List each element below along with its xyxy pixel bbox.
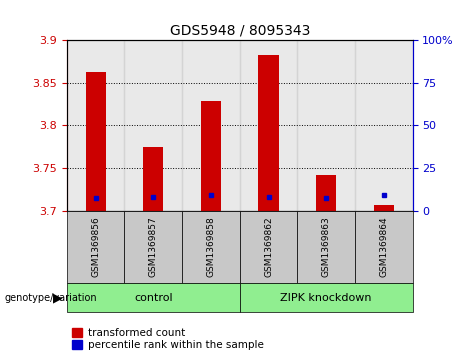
Bar bbox=[182, 211, 240, 283]
Bar bbox=[124, 211, 182, 283]
Text: GSM1369858: GSM1369858 bbox=[207, 216, 215, 277]
Bar bbox=[355, 40, 413, 211]
Bar bbox=[67, 283, 240, 312]
Title: GDS5948 / 8095343: GDS5948 / 8095343 bbox=[170, 23, 310, 37]
Bar bbox=[240, 40, 297, 211]
Legend: transformed count, percentile rank within the sample: transformed count, percentile rank withi… bbox=[72, 328, 264, 350]
Text: control: control bbox=[134, 293, 172, 303]
Bar bbox=[355, 211, 413, 283]
Bar bbox=[297, 211, 355, 283]
Bar bbox=[240, 211, 297, 283]
Text: GSM1369857: GSM1369857 bbox=[149, 216, 158, 277]
Text: GSM1369856: GSM1369856 bbox=[91, 216, 100, 277]
Bar bbox=[86, 72, 106, 211]
Bar bbox=[316, 175, 336, 211]
Bar bbox=[259, 55, 278, 211]
Text: GSM1369862: GSM1369862 bbox=[264, 216, 273, 277]
Bar bbox=[374, 205, 394, 211]
Bar bbox=[297, 40, 355, 211]
Bar bbox=[240, 283, 413, 312]
Text: ▶: ▶ bbox=[53, 291, 62, 304]
Text: genotype/variation: genotype/variation bbox=[5, 293, 97, 303]
Bar bbox=[124, 40, 182, 211]
Text: GSM1369864: GSM1369864 bbox=[379, 216, 388, 277]
Bar bbox=[67, 40, 124, 211]
Bar bbox=[182, 40, 240, 211]
Bar bbox=[143, 147, 163, 211]
Bar bbox=[201, 101, 221, 211]
Text: ZIPK knockdown: ZIPK knockdown bbox=[280, 293, 372, 303]
Bar bbox=[67, 211, 124, 283]
Text: GSM1369863: GSM1369863 bbox=[322, 216, 331, 277]
